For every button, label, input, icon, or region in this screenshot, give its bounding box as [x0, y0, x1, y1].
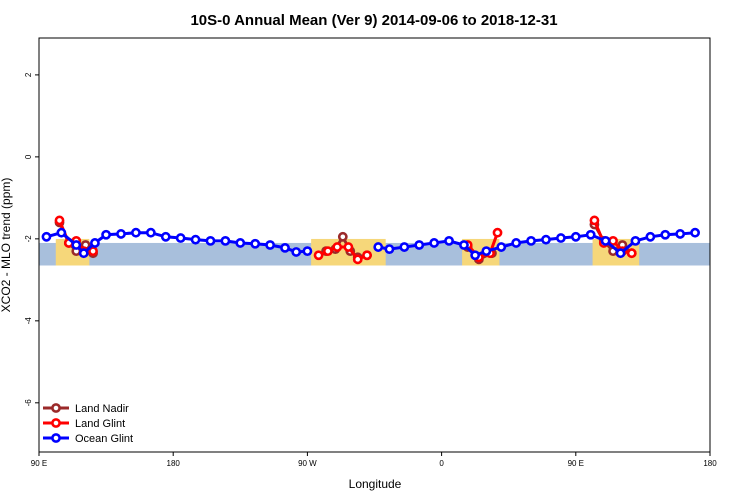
- data-point-ocean-glint: [205, 236, 216, 246]
- data-point-ocean-glint: [414, 240, 425, 250]
- data-point-ocean-glint: [690, 227, 700, 238]
- data-point-ocean-glint: [160, 231, 171, 242]
- data-point-ocean-glint: [429, 238, 440, 248]
- y-axis: 2 0 -2 -4 -6: [24, 72, 39, 406]
- legend-swatch-marker: [51, 418, 61, 428]
- legend: Land Nadir Land Glint Ocean Glint: [43, 403, 133, 445]
- data-point-land-glint: [626, 248, 637, 259]
- data-point-ocean-glint: [101, 229, 111, 240]
- data-point-ocean-glint: [481, 246, 492, 257]
- data-point-land-glint: [313, 250, 324, 261]
- legend-item-land-glint: Land Glint: [43, 418, 125, 430]
- x-tick-label: 180: [167, 459, 181, 468]
- legend-item-land-nadir: Land Nadir: [43, 403, 129, 415]
- data-point-land-glint: [352, 254, 363, 265]
- data-point-ocean-glint: [373, 242, 384, 252]
- legend-label: Land Nadir: [75, 403, 129, 415]
- data-point-ocean-glint: [78, 248, 89, 259]
- data-point-ocean-glint: [145, 227, 156, 238]
- data-point-ocean-glint: [235, 238, 246, 248]
- data-point-land-glint: [492, 227, 503, 238]
- data-point-land-glint: [54, 215, 65, 226]
- data-point-ocean-glint: [280, 242, 290, 253]
- data-point-ocean-glint: [56, 227, 67, 238]
- data-point-ocean-glint: [41, 231, 52, 242]
- y-tick-label: 2: [24, 72, 33, 77]
- data-point-ocean-glint: [645, 231, 656, 242]
- data-point-ocean-glint: [250, 238, 261, 249]
- data-point-ocean-glint: [470, 250, 481, 261]
- data-point-ocean-glint: [175, 233, 186, 243]
- chart-title: 10S-0 Annual Mean (Ver 9) 2014-09-06 to …: [190, 12, 557, 29]
- data-point-land-glint: [589, 215, 600, 226]
- data-point-land-glint: [332, 242, 343, 252]
- data-point-ocean-glint: [90, 238, 100, 248]
- data-point-ocean-glint: [585, 229, 596, 240]
- data-point-ocean-glint: [384, 244, 395, 254]
- data-point-ocean-glint: [459, 240, 469, 250]
- y-tick-label: -6: [24, 399, 33, 407]
- x-axis: 90 E 180 90 W 0 90 E 180: [31, 452, 717, 468]
- data-point-ocean-glint: [71, 240, 82, 250]
- data-point-ocean-glint: [541, 234, 551, 245]
- plot-frame: [38, 37, 711, 453]
- data-point-ocean-glint: [302, 246, 313, 257]
- data-point-land-glint: [362, 250, 372, 261]
- data-point-land-nadir: [337, 231, 348, 242]
- data-point-ocean-glint: [660, 229, 671, 240]
- data-point-ocean-glint: [265, 240, 276, 250]
- series-layer: [41, 215, 700, 265]
- y-tick-label: -4: [24, 317, 33, 325]
- y-axis-label: XCO2 - MLO trend (ppm): [0, 178, 13, 313]
- data-point-ocean-glint: [190, 234, 201, 245]
- data-point-ocean-glint: [615, 248, 626, 259]
- series-ocean-glint: [41, 227, 700, 261]
- y-tick-label: 0: [24, 154, 33, 159]
- x-tick-label: 90 W: [298, 459, 317, 468]
- data-point-ocean-glint: [526, 236, 536, 246]
- data-point-ocean-glint: [399, 242, 410, 252]
- data-point-ocean-glint: [600, 236, 611, 246]
- data-point-ocean-glint: [511, 238, 522, 248]
- data-point-ocean-glint: [220, 236, 231, 246]
- data-point-ocean-glint: [116, 229, 126, 239]
- legend-swatch-marker: [51, 433, 61, 443]
- data-point-ocean-glint: [570, 231, 581, 242]
- data-point-ocean-glint: [496, 242, 507, 252]
- x-tick-label: 90 E: [31, 459, 47, 468]
- data-point-ocean-glint: [630, 236, 641, 246]
- x-axis-label: Longitude: [349, 477, 402, 491]
- data-point-land-glint: [343, 242, 354, 252]
- legend-item-ocean-glint: Ocean Glint: [43, 433, 133, 445]
- data-point-land-glint: [323, 246, 333, 257]
- data-point-ocean-glint: [444, 236, 454, 246]
- data-point-ocean-glint: [291, 247, 302, 257]
- data-point-land-glint: [88, 246, 98, 257]
- x-tick-label: 90 E: [568, 459, 584, 468]
- legend-label: Land Glint: [75, 418, 125, 430]
- x-tick-label: 180: [703, 459, 717, 468]
- y-tick-label: -2: [24, 235, 33, 243]
- legend-label: Ocean Glint: [75, 433, 133, 445]
- x-tick-label: 0: [439, 459, 444, 468]
- data-point-ocean-glint: [675, 229, 686, 239]
- legend-swatch-marker: [51, 403, 61, 413]
- data-point-ocean-glint: [131, 227, 141, 238]
- data-point-ocean-glint: [555, 233, 566, 243]
- plot-area: [38, 37, 711, 453]
